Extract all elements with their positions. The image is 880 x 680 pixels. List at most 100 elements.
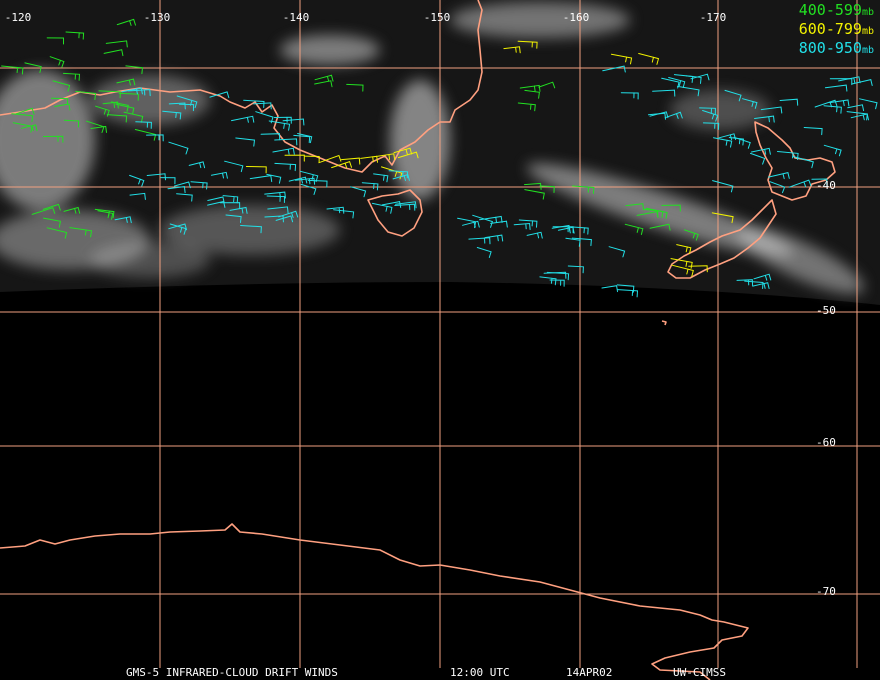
wind-barb	[538, 81, 556, 89]
wind-barb	[571, 237, 592, 247]
wind-barb	[75, 90, 97, 100]
wind-barb	[249, 175, 273, 183]
wind-barb	[272, 147, 295, 155]
wind-barb	[779, 98, 799, 106]
wind-barb	[275, 215, 294, 223]
wind-barb	[95, 105, 110, 117]
wind-barb	[160, 177, 176, 185]
wind-barb	[207, 196, 225, 204]
wind-barb	[42, 135, 64, 143]
wind-barb	[519, 84, 541, 92]
wind-barb	[116, 18, 136, 26]
wind-barb	[625, 203, 644, 211]
wind-barb	[395, 201, 417, 209]
wind-barb	[539, 185, 555, 193]
wind-barb	[549, 279, 565, 287]
wind-barb	[718, 133, 737, 141]
wind-barb	[114, 216, 132, 224]
wind-barb	[750, 152, 766, 165]
wind-barb	[231, 115, 255, 123]
wind-barb	[129, 174, 145, 187]
wind-barb	[50, 97, 69, 106]
wind-barb	[373, 153, 396, 161]
wind-barb	[176, 95, 198, 109]
wind-barb	[21, 124, 38, 132]
wind-barb	[146, 134, 164, 142]
legend-unit: mb	[861, 26, 874, 37]
wind-barb	[565, 237, 581, 247]
caption-time: 12:00 UTC	[450, 666, 510, 679]
wind-barb	[479, 215, 503, 223]
wind-barb	[617, 289, 639, 298]
wind-barb	[273, 116, 292, 124]
wind-barb	[331, 160, 352, 169]
wind-barb	[103, 49, 124, 57]
lat-label-70s: -70	[816, 585, 836, 598]
wind-barb	[601, 285, 618, 293]
wind-barb	[394, 203, 416, 211]
wind-barb	[65, 31, 85, 40]
wind-barb	[102, 101, 119, 109]
wind-barb	[229, 206, 248, 214]
lat-label-40s: -40	[816, 179, 836, 192]
wind-barb	[803, 127, 823, 136]
wind-barb	[243, 99, 265, 108]
lon-label-140w: -140	[282, 11, 310, 24]
wind-barb	[645, 207, 668, 219]
wind-barb	[240, 225, 262, 234]
wind-barb	[210, 171, 228, 179]
wind-barb	[624, 223, 644, 235]
wind-barb	[97, 210, 114, 220]
wind-barb	[253, 102, 272, 110]
wind-barb	[847, 104, 865, 112]
wind-barb	[129, 192, 146, 200]
wind-barb	[31, 207, 56, 215]
wind-barb	[539, 276, 557, 286]
legend-range: 600-799	[798, 20, 862, 38]
wind-barb	[526, 231, 543, 239]
wind-barb	[176, 193, 193, 202]
wind-barb	[760, 106, 783, 114]
wind-barb	[350, 186, 367, 198]
wind-barb	[472, 214, 494, 228]
wind-barb	[777, 151, 799, 160]
wind-barb	[610, 53, 633, 65]
wind-barb	[304, 155, 320, 163]
wind-barb	[490, 220, 508, 228]
wind-barb	[524, 182, 542, 190]
wind-barb	[274, 138, 298, 146]
wind-barb	[468, 237, 491, 245]
wind-barb	[116, 78, 136, 86]
wind-barb	[671, 264, 694, 277]
wind-barb	[393, 147, 413, 155]
wind-barb	[268, 120, 291, 131]
wind-barb	[524, 189, 545, 200]
tasmania-coastline	[367, 189, 423, 237]
wind-barb	[43, 217, 61, 228]
wind-barb	[713, 137, 733, 148]
wind-barb	[517, 102, 536, 112]
wind-barb	[823, 144, 842, 157]
wind-barb	[724, 89, 742, 102]
wind-barb	[52, 80, 71, 92]
wind-barb	[397, 151, 419, 159]
caption-source: UW-CIMSS	[673, 666, 726, 679]
wind-barb	[361, 182, 379, 191]
caption-date: 14APR02	[566, 666, 613, 679]
lon-label-130w: -130	[143, 11, 171, 24]
wind-barb	[278, 210, 299, 218]
wind-barb	[829, 78, 853, 86]
lon-label-160w: -160	[562, 11, 590, 24]
lat-label-50s: -50	[816, 304, 836, 317]
wind-barb	[736, 279, 754, 287]
lon-label-120w: -120	[4, 11, 32, 24]
wind-barb	[638, 53, 660, 65]
wind-barb	[63, 119, 80, 128]
wind-barb	[753, 273, 772, 281]
lon-label-150w: -150	[423, 11, 451, 24]
wind-barb	[86, 120, 105, 133]
wind-barb	[16, 107, 35, 115]
wind-barb	[46, 227, 68, 239]
wind-barb	[711, 212, 734, 224]
